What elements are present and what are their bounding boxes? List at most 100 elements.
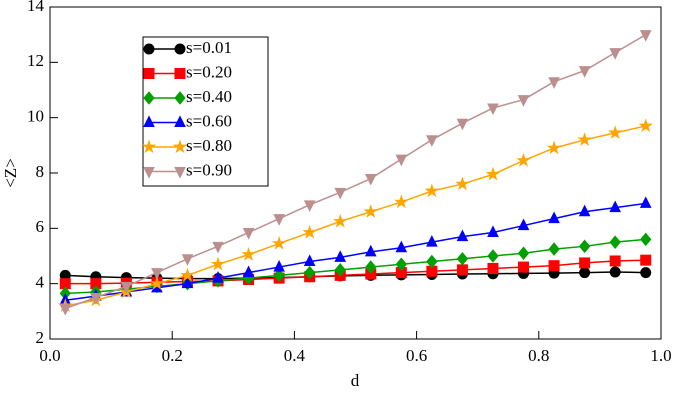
x-axis-label: d [351, 371, 360, 390]
data-point [241, 247, 256, 261]
data-point [517, 218, 530, 231]
data-point [456, 229, 469, 242]
data-point [59, 304, 72, 316]
y-tick-label: 2 [36, 328, 45, 347]
data-point [426, 235, 438, 247]
data-point [212, 241, 224, 254]
legend-marker [141, 139, 157, 154]
data-point [487, 103, 499, 116]
legend-marker [143, 91, 155, 105]
data-point [364, 244, 377, 257]
y-tick-label: 10 [27, 107, 44, 126]
data-point [456, 118, 469, 131]
y-tick-label: 12 [27, 51, 44, 70]
y-tick-label: 4 [36, 273, 45, 292]
y-tick-label: 8 [36, 162, 45, 181]
y-tick-label: 6 [36, 217, 45, 236]
data-point [365, 260, 377, 274]
x-tick-label: 1.0 [650, 346, 671, 365]
series-line [65, 34, 647, 310]
data-point [334, 250, 347, 262]
legend-marker [172, 139, 188, 154]
data-point [180, 267, 195, 282]
data-point [548, 77, 560, 89]
data-point [609, 266, 621, 278]
x-tick-label: 0.8 [528, 346, 549, 365]
data-point [548, 242, 560, 256]
data-point [273, 214, 285, 226]
data-point [242, 265, 255, 278]
data-point [609, 235, 621, 249]
y-axis-label: <Z> [1, 158, 20, 188]
data-point [609, 48, 621, 60]
data-point [304, 265, 316, 280]
data-point [607, 125, 623, 140]
data-point [579, 267, 591, 279]
data-point [485, 166, 501, 181]
data-point [426, 135, 438, 147]
data-point [487, 225, 499, 237]
data-point [546, 140, 562, 155]
x-tick-label: 0.0 [39, 346, 60, 365]
legend-label: s=0.80 [186, 136, 232, 155]
series [59, 30, 652, 316]
data-point [640, 267, 652, 279]
data-point [394, 194, 409, 209]
data-point [517, 95, 530, 107]
data-point [212, 271, 224, 283]
data-point [334, 263, 346, 277]
data-point [609, 255, 621, 267]
data-point [181, 276, 194, 289]
data-point [90, 293, 102, 305]
data-point [120, 281, 133, 294]
data-point [548, 211, 560, 224]
data-point [578, 204, 591, 217]
legend-marker [143, 43, 155, 55]
x-tick-label: 0.4 [284, 346, 306, 365]
data-point [639, 196, 652, 208]
data-point [516, 152, 531, 167]
legend-label: s=0.01 [186, 38, 232, 57]
data-point [579, 257, 591, 269]
legend-marker [174, 91, 186, 105]
legend-marker [143, 68, 155, 79]
legend-label: s=0.40 [186, 87, 232, 106]
data-point [518, 261, 530, 273]
data-point [639, 30, 652, 42]
data-point [426, 254, 438, 269]
data-point [424, 183, 440, 198]
y-tick-label: 14 [27, 0, 45, 15]
legend-marker [174, 43, 186, 55]
data-point [363, 204, 379, 218]
series [59, 196, 652, 305]
data-point [395, 154, 408, 167]
data-point [578, 66, 591, 78]
data-point [395, 257, 407, 272]
data-point [640, 232, 652, 247]
data-point [273, 259, 285, 272]
data-point [487, 262, 499, 274]
data-point [273, 268, 285, 283]
data-point [181, 254, 194, 266]
series-line [65, 202, 646, 302]
data-point [303, 200, 316, 212]
series [59, 254, 652, 290]
data-point [577, 132, 592, 146]
data-point [640, 254, 652, 266]
legend-marker [174, 115, 186, 127]
legend-marker [143, 167, 155, 179]
data-point [548, 260, 560, 272]
data-point [149, 276, 165, 290]
data-point [395, 240, 408, 253]
data-point [242, 227, 255, 240]
data-point [456, 251, 469, 266]
data-point [455, 176, 470, 191]
x-tick-label: 0.2 [162, 346, 183, 365]
data-point [151, 268, 163, 280]
legend-label: s=0.60 [186, 111, 232, 130]
data-point [609, 200, 621, 213]
data-point [364, 174, 377, 186]
legend-marker [174, 167, 186, 179]
legend-label: s=0.90 [186, 160, 232, 179]
